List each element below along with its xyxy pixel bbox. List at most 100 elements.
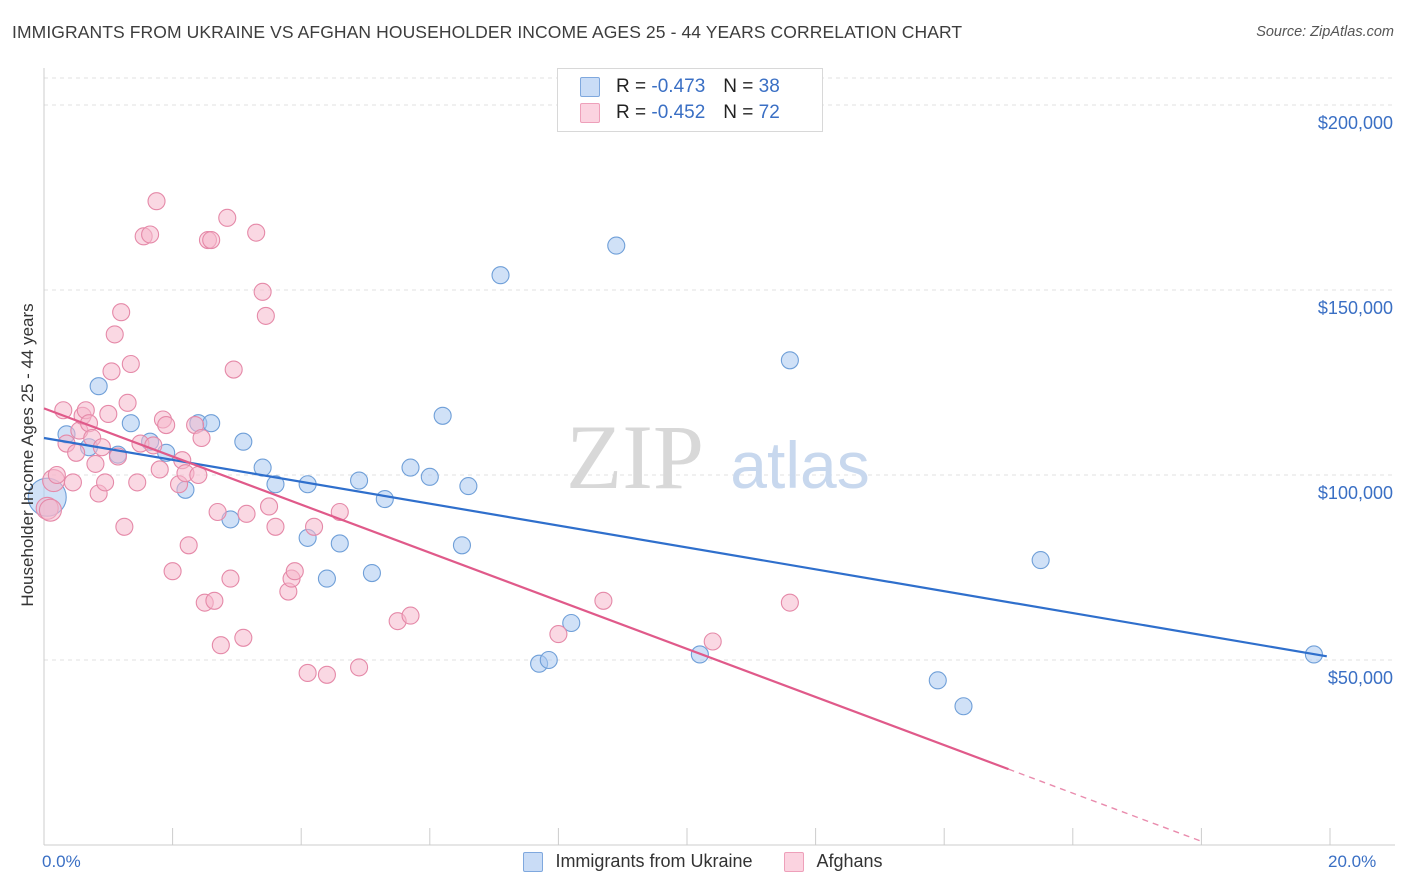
data-point	[192, 428, 211, 448]
data-point	[86, 454, 105, 473]
data-point	[237, 504, 256, 523]
x-tick-label-min: 0.0%	[42, 852, 81, 871]
data-point	[350, 658, 369, 677]
legend-row-afghans: R = -0.452 N = 72	[580, 101, 780, 125]
data-point	[67, 443, 86, 462]
data-point	[1031, 551, 1050, 570]
legend-item-ukraine: Immigrants from Ukraine	[523, 851, 752, 872]
data-point	[224, 360, 243, 379]
data-point	[118, 393, 137, 412]
data-point	[256, 306, 275, 325]
legend-swatch-ukraine	[523, 851, 544, 872]
trend-line-afghans	[43, 407, 1009, 771]
data-point	[780, 593, 799, 612]
y-tick-label: $150,000	[1318, 298, 1393, 318]
data-point	[491, 266, 510, 285]
data-point	[703, 632, 722, 651]
data-point	[330, 502, 349, 522]
data-point	[607, 236, 626, 255]
legend-r-label: R =	[616, 102, 647, 123]
data-point	[128, 473, 147, 492]
data-point	[305, 517, 324, 536]
data-point	[298, 663, 317, 683]
data-point	[179, 536, 198, 555]
data-point	[401, 606, 420, 625]
data-point	[211, 636, 230, 655]
y-tick-label: $50,000	[1328, 668, 1393, 688]
data-point	[330, 534, 349, 553]
data-point	[266, 517, 285, 536]
data-point	[539, 650, 558, 670]
data-point	[150, 460, 169, 479]
legend-r-label: R =	[616, 76, 647, 97]
data-point	[202, 414, 221, 433]
data-point	[112, 303, 131, 322]
data-point	[208, 502, 227, 522]
legend-n-value-afghans: 72	[758, 102, 780, 123]
watermark-zip: ZIP	[566, 406, 704, 508]
watermark: ZIP atlas	[566, 406, 870, 508]
y-tick-label: $100,000	[1318, 483, 1393, 503]
y-tick-label: $200,000	[1318, 113, 1393, 133]
data-point	[780, 351, 799, 370]
legend-swatch-ukraine	[580, 77, 600, 97]
trend-line-extension	[1008, 768, 1202, 842]
data-point	[285, 562, 304, 581]
data-point	[401, 458, 420, 477]
data-point	[549, 625, 568, 644]
legend-n-label: N =	[723, 102, 754, 123]
series-legend: Immigrants from Ukraine Afghans	[0, 851, 1406, 872]
gridlines	[44, 77, 1395, 661]
data-point	[147, 192, 166, 211]
axes	[43, 68, 1395, 846]
data-point	[89, 377, 108, 396]
data-point	[121, 354, 140, 374]
x-tick-label-max: 20.0%	[1328, 852, 1377, 871]
y-axis-label: Householder Income Ages 25 - 44 years	[18, 303, 37, 607]
data-point	[99, 404, 118, 424]
trend-line-ukraine	[43, 436, 1327, 658]
legend-label-afghans: Afghans	[816, 851, 883, 871]
legend-row-ukraine: R = -0.473 N = 38	[580, 75, 780, 99]
data-point	[234, 432, 253, 451]
data-points	[27, 192, 1323, 716]
trend-lines	[43, 407, 1327, 842]
legend-item-afghans: Afghans	[784, 851, 883, 872]
data-point	[163, 562, 182, 581]
legend-r-value-afghans: -0.452	[651, 102, 706, 123]
data-point	[205, 591, 224, 610]
data-point	[96, 473, 115, 492]
y-tick-labels: $50,000 $100,000 $150,000 $200,000	[1318, 113, 1393, 688]
data-point	[234, 628, 253, 647]
data-point	[105, 325, 124, 344]
data-point	[420, 467, 439, 486]
data-point	[63, 473, 82, 492]
data-point	[121, 414, 140, 433]
source-credit: Source: ZipAtlas.com	[1256, 24, 1394, 40]
legend-swatch-afghans	[784, 851, 805, 872]
data-point	[928, 671, 947, 690]
data-point	[362, 563, 381, 583]
watermark-atlas: atlas	[730, 428, 869, 502]
data-point	[202, 231, 221, 250]
data-point	[562, 613, 581, 633]
series-afghans-points	[35, 192, 799, 684]
data-point	[459, 477, 478, 496]
data-point	[102, 362, 121, 381]
data-point	[433, 406, 452, 425]
data-point	[317, 569, 336, 588]
data-point	[115, 517, 134, 536]
data-point	[317, 665, 336, 684]
data-point	[954, 697, 973, 716]
legend-r-value-ukraine: -0.473	[651, 76, 706, 97]
data-point	[247, 223, 266, 242]
data-point	[350, 471, 369, 490]
data-point	[38, 498, 62, 522]
stats-legend: R = -0.473 N = 38 R = -0.452 N = 72	[557, 68, 823, 132]
legend-n-label: N =	[723, 76, 754, 97]
data-point	[221, 569, 240, 588]
data-point	[266, 475, 285, 494]
legend-label-ukraine: Immigrants from Ukraine	[555, 851, 753, 871]
data-point	[218, 208, 237, 227]
data-point	[157, 415, 176, 435]
